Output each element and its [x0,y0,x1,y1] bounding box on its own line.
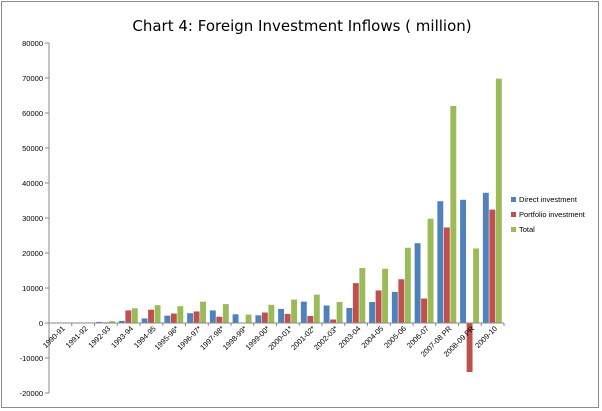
x-tick-label: 1992-93 [86,324,112,350]
x-tick-label: 2004-05 [359,324,385,350]
bar-portfolio-investment-18 [466,323,473,372]
bar-portfolio-investment-7 [216,316,223,323]
y-tick-label: 20000 [22,249,43,258]
bar-direct-investment-5 [164,315,171,323]
legend-swatch [511,227,516,232]
legend: Direct investment Portfolio investment Tot… [511,195,586,234]
bar-total-8 [245,314,252,323]
bar-portfolio-investment-19 [489,209,496,323]
legend-label: Portfolio investment [519,210,586,219]
y-tick-label: 40000 [22,179,43,188]
y-tick-label: 50000 [22,144,43,153]
y-tick-label: 0 [39,319,43,328]
bar-total-5 [177,306,184,323]
bar-total-14 [382,268,389,323]
bar-portfolio-investment-11 [307,316,314,323]
bar-direct-investment-4 [141,318,148,323]
bar-portfolio-investment-5 [170,313,177,323]
bar-total-12 [336,302,343,323]
bar-direct-investment-19 [482,192,489,323]
bar-portfolio-investment-15 [398,279,405,323]
x-tick-label: 1991-92 [64,324,90,350]
x-tick-label: 1993-94 [109,324,135,350]
bar-direct-investment-16 [414,243,421,323]
bars-group [50,78,502,372]
bar-portfolio-investment-9 [261,312,268,323]
y-tick-label: 80000 [22,39,43,48]
legend-swatch [511,197,516,202]
bar-portfolio-investment-10 [284,313,291,323]
y-tick-label: 60000 [22,109,43,118]
bar-total-13 [359,268,366,323]
bar-direct-investment-10 [278,309,285,323]
y-tick-label: -20000 [20,389,43,398]
x-tick-label: 2003-04 [337,324,363,350]
bar-portfolio-investment-4 [148,309,155,323]
bar-direct-investment-18 [460,199,467,323]
bar-direct-investment-11 [300,301,307,323]
x-axis: 1990-911991-921992-931993-941994-951995-… [41,322,505,359]
bar-portfolio-investment-13 [352,283,359,323]
bar-direct-investment-6 [187,313,194,323]
bar-portfolio-investment-16 [421,298,428,323]
y-tick-label: 70000 [22,74,43,83]
bar-total-7 [222,304,229,323]
bar-total-17 [450,106,457,323]
bar-direct-investment-9 [255,315,262,323]
bar-portfolio-investment-17 [443,227,450,323]
bar-direct-investment-12 [323,305,330,323]
bar-direct-investment-3 [118,320,125,323]
bar-total-10 [291,299,298,323]
legend-label: Total [519,225,535,234]
legend-label: Direct investment [519,195,578,204]
bar-total-15 [404,247,411,323]
bar-total-11 [313,294,320,323]
bar-direct-investment-2 [96,321,103,323]
y-tick-label: 30000 [22,214,43,223]
chart-title: Chart 4: Foreign Investment Inflows ( mi… [132,17,471,35]
bar-portfolio-investment-3 [125,310,132,323]
y-axis: -20000 -10000 0 10000 20000 30000 40000 50000 60… [20,39,50,398]
x-tick-label: 2009-10 [473,324,499,350]
bar-total-18 [473,248,480,323]
y-tick-label: -10000 [20,354,43,363]
bar-direct-investment-13 [346,307,353,323]
x-tick-label: 2002-03* [312,324,340,352]
bar-portfolio-investment-12 [330,319,337,323]
bar-total-2 [109,321,116,323]
y-tick-label: 10000 [22,284,43,293]
bar-total-6 [200,301,207,323]
bar-direct-investment-15 [391,291,398,323]
bar-portfolio-investment-6 [193,311,200,323]
bar-total-19 [495,78,502,323]
x-tick-label: 1990-91 [41,324,67,350]
bar-direct-investment-8 [232,314,239,323]
bar-total-3 [131,308,138,323]
bar-direct-investment-17 [437,201,444,323]
legend-swatch [511,212,516,217]
bar-total-16 [427,218,434,323]
bar-direct-investment-14 [369,302,376,323]
x-tick-label: 2005-06 [382,324,408,350]
bar-portfolio-investment-14 [375,290,382,323]
bar-total-9 [268,304,275,323]
bar-direct-investment-7 [209,310,216,323]
bar-total-4 [154,305,161,323]
